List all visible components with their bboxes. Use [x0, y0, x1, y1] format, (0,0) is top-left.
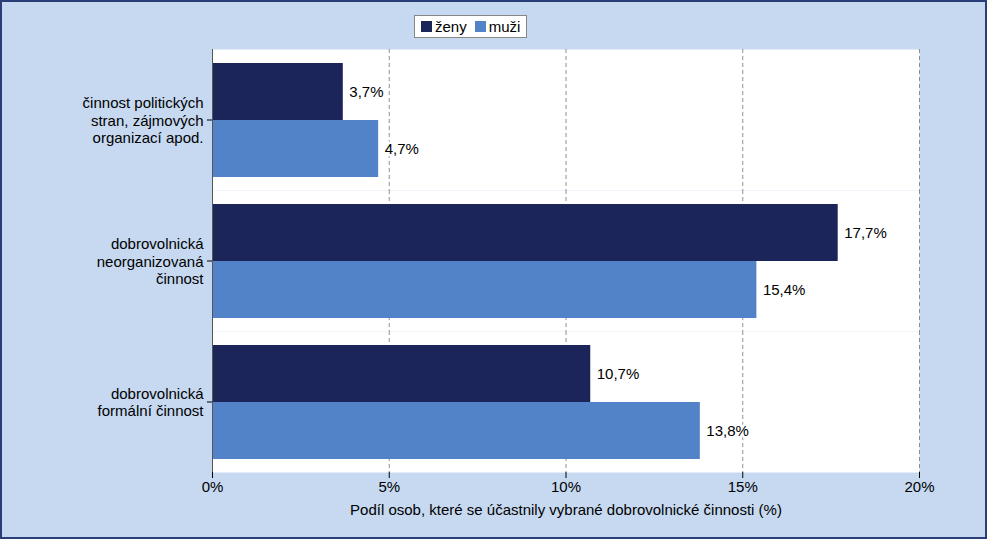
- svg-text:5%: 5%: [378, 478, 400, 495]
- svg-text:0%: 0%: [202, 478, 224, 495]
- svg-text:15,4%: 15,4%: [763, 281, 806, 298]
- svg-text:20%: 20%: [904, 478, 934, 495]
- svg-text:dobrovolnickáformální činnost: dobrovolnickáformální činnost: [98, 385, 205, 419]
- svg-text:15%: 15%: [728, 478, 758, 495]
- svg-text:10%: 10%: [551, 478, 581, 495]
- svg-text:4,7%: 4,7%: [385, 140, 419, 157]
- svg-text:17,7%: 17,7%: [844, 224, 887, 241]
- html-text:ženy: ženy: [435, 18, 467, 35]
- svg-text:13,8%: 13,8%: [706, 422, 749, 439]
- svg-text:činnost politickýchstran, zájm: činnost politickýchstran, zájmovýchorgan…: [83, 94, 204, 146]
- svg-text:dobrovolnickáneorganizovanáčin: dobrovolnickáneorganizovanáčinnost: [97, 235, 205, 287]
- svg-text:3,7%: 3,7%: [349, 83, 383, 100]
- svg-text:10,7%: 10,7%: [597, 365, 640, 382]
- svg-text:Podíl osob, které se účastnily: Podíl osob, které se účastnily vybrané d…: [350, 501, 782, 518]
- html-text:muži: muži: [488, 18, 521, 35]
